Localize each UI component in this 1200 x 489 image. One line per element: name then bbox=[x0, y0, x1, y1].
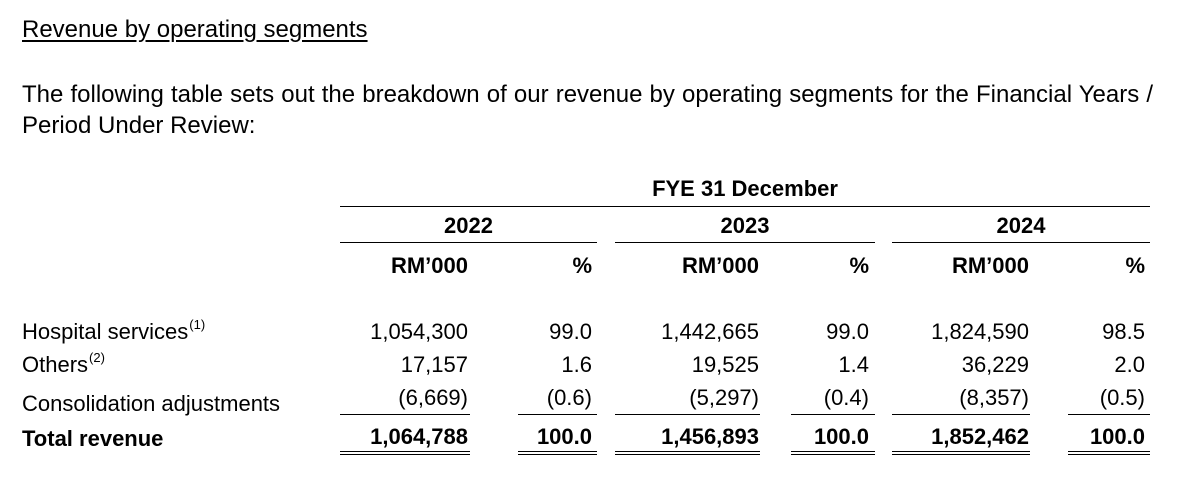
total-double-rule bbox=[892, 451, 1030, 455]
group-header-rule bbox=[340, 206, 1150, 207]
footnote-marker: (2) bbox=[89, 350, 105, 365]
subtotal-rule bbox=[791, 414, 875, 415]
table-cell: 1.6 bbox=[561, 352, 592, 377]
unit-amount-2022: RM’000 bbox=[390, 253, 468, 278]
footnote-marker: (1) bbox=[189, 317, 206, 332]
unit-percent-2023: % bbox=[849, 253, 869, 278]
table-cell: (8,357) bbox=[959, 385, 1029, 410]
table-cell: 36,229 bbox=[961, 352, 1029, 377]
table-cell: 1,824,590 bbox=[931, 319, 1029, 344]
total-double-rule bbox=[615, 451, 760, 455]
total-cell: 1,852,462 bbox=[931, 424, 1029, 449]
unit-amount-2024: RM’000 bbox=[951, 253, 1029, 278]
table-cell: 19,525 bbox=[691, 352, 759, 377]
total-double-rule bbox=[340, 451, 470, 455]
unit-percent-2024: % bbox=[1125, 253, 1145, 278]
table-cell: (5,297) bbox=[689, 385, 759, 410]
year-rule-2024 bbox=[892, 242, 1150, 243]
table-cell: (6,669) bbox=[398, 385, 468, 410]
total-cell: 1,456,893 bbox=[661, 424, 759, 449]
total-double-rule bbox=[791, 451, 875, 455]
row-label-total-revenue: Total revenue bbox=[22, 426, 164, 451]
table-cell: 1,442,665 bbox=[661, 319, 759, 344]
year-header-2022: 2022 bbox=[444, 213, 493, 238]
table-cell: 17,157 bbox=[400, 352, 468, 377]
total-double-rule bbox=[518, 451, 597, 455]
year-header-2023: 2023 bbox=[720, 213, 770, 238]
year-rule-2023 bbox=[615, 242, 875, 243]
subtotal-rule bbox=[340, 414, 470, 415]
unit-percent-2022: % bbox=[572, 253, 592, 278]
total-cell: 100.0 bbox=[536, 424, 592, 449]
total-double-rule bbox=[1068, 451, 1150, 455]
table-cell: 98.5 bbox=[1102, 319, 1145, 344]
subtotal-rule bbox=[1068, 414, 1150, 415]
year-rule-2022 bbox=[340, 242, 597, 243]
fye-group-header: FYE 31 December bbox=[652, 176, 838, 201]
unit-amount-2023: RM’000 bbox=[681, 253, 759, 278]
table-cell: 1,054,300 bbox=[370, 319, 468, 344]
subtotal-rule bbox=[518, 414, 597, 415]
table-cell: (0.4) bbox=[823, 385, 869, 410]
row-label-consolidation-adjustments: Consolidation adjustments bbox=[22, 391, 281, 416]
total-cell: 100.0 bbox=[1089, 424, 1145, 449]
table-cell: 99.0 bbox=[826, 319, 869, 344]
row-label-hospital-services: Hospital services(1) bbox=[22, 317, 206, 344]
row-label-others: Others(2) bbox=[22, 350, 105, 377]
table-cell: 99.0 bbox=[549, 319, 592, 344]
intro-paragraph: The following table sets out the breakdo… bbox=[22, 81, 1153, 139]
year-header-2024: 2024 bbox=[996, 213, 1046, 238]
total-cell: 100.0 bbox=[813, 424, 869, 449]
table-cell: (0.6) bbox=[546, 385, 592, 410]
table-cell: (0.5) bbox=[1099, 385, 1145, 410]
table-cell: 1.4 bbox=[838, 352, 869, 377]
section-heading: Revenue by operating segments bbox=[22, 16, 368, 43]
subtotal-rule bbox=[892, 414, 1030, 415]
subtotal-rule bbox=[615, 414, 760, 415]
total-cell: 1,064,788 bbox=[370, 424, 468, 449]
table-cell: 2.0 bbox=[1114, 352, 1145, 377]
